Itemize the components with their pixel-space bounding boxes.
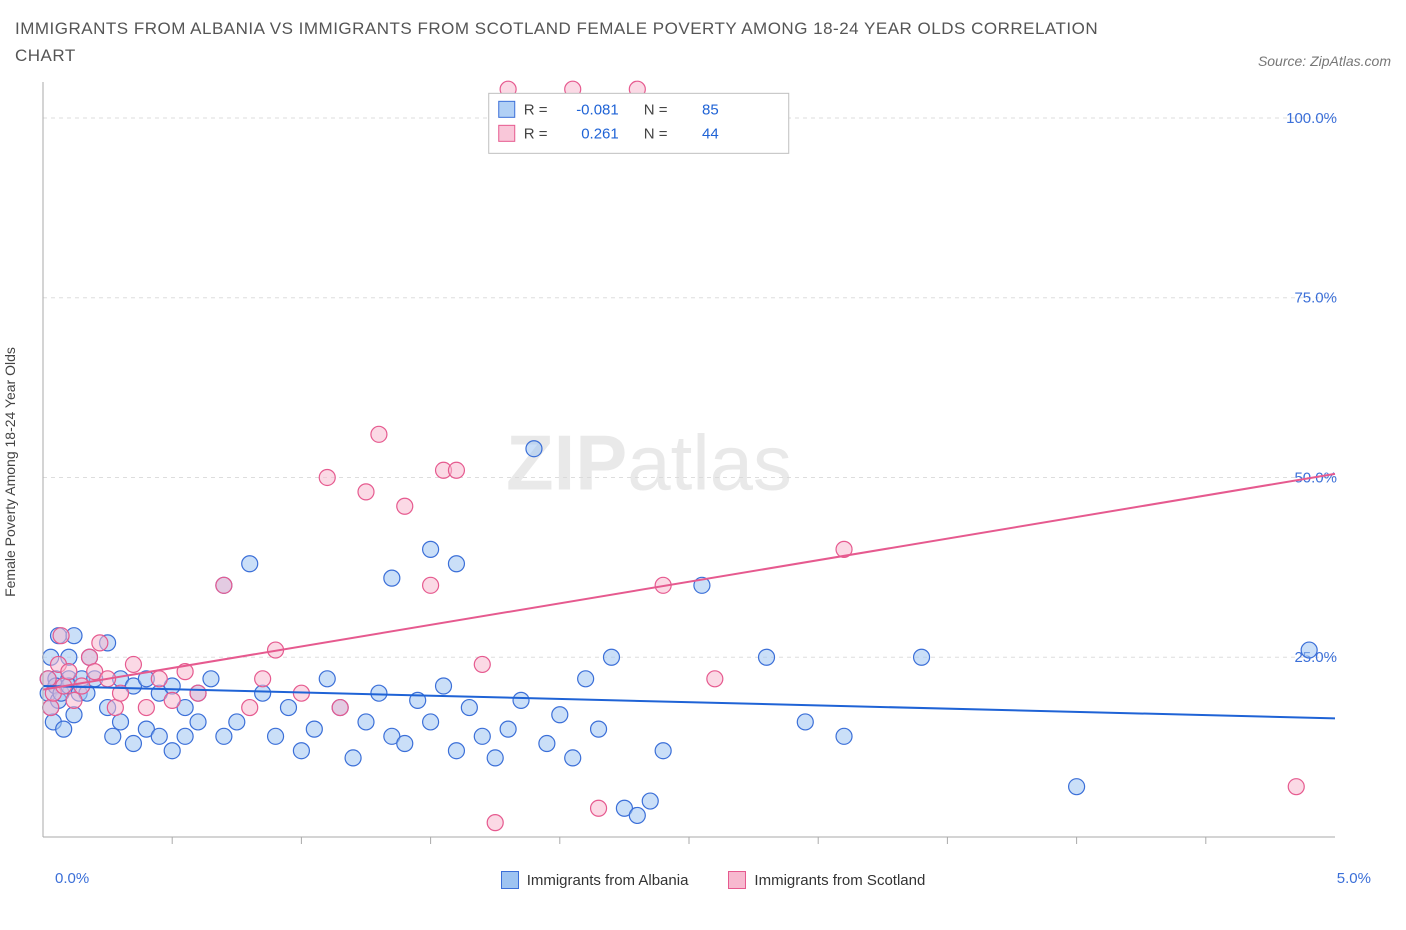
svg-text:N =: N = [644,126,668,143]
svg-text:R =: R = [524,102,548,119]
chart-title: IMMIGRANTS FROM ALBANIA VS IMMIGRANTS FR… [15,15,1115,69]
svg-text:100.0%: 100.0% [1286,110,1337,127]
source-credit: Source: ZipAtlas.com [1258,53,1391,69]
x-axis-start-label: 0.0% [55,870,89,887]
source-name: ZipAtlas.com [1310,53,1391,69]
legend-swatch [501,871,519,889]
y-axis-label: Female Poverty Among 18-24 Year Olds [2,347,18,597]
header-row: IMMIGRANTS FROM ALBANIA VS IMMIGRANTS FR… [15,15,1391,69]
legend-bottom: Immigrants from Albania Immigrants from S… [89,871,1337,889]
legend-item: Immigrants from Albania [501,871,689,889]
legend-label: Immigrants from Scotland [754,872,925,889]
legend-item: Immigrants from Scotland [728,871,925,889]
svg-text:75.0%: 75.0% [1294,290,1337,307]
svg-text:-0.081: -0.081 [576,102,619,119]
svg-text:85: 85 [702,102,719,119]
svg-text:N =: N = [644,102,668,119]
svg-text:R =: R = [524,126,548,143]
chart-container: Female Poverty Among 18-24 Year Olds 25.… [15,77,1391,867]
legend-swatch [728,871,746,889]
legend-label: Immigrants from Albania [527,872,689,889]
svg-text:44: 44 [702,126,719,143]
x-axis-end-label: 5.0% [1337,870,1371,887]
source-prefix: Source: [1258,53,1310,69]
scatter-chart: 25.0%50.0%75.0%100.0%ZIPatlasR =-0.081N … [15,77,1355,867]
svg-text:0.261: 0.261 [581,126,619,143]
svg-text:ZIPatlas: ZIPatlas [506,419,792,507]
